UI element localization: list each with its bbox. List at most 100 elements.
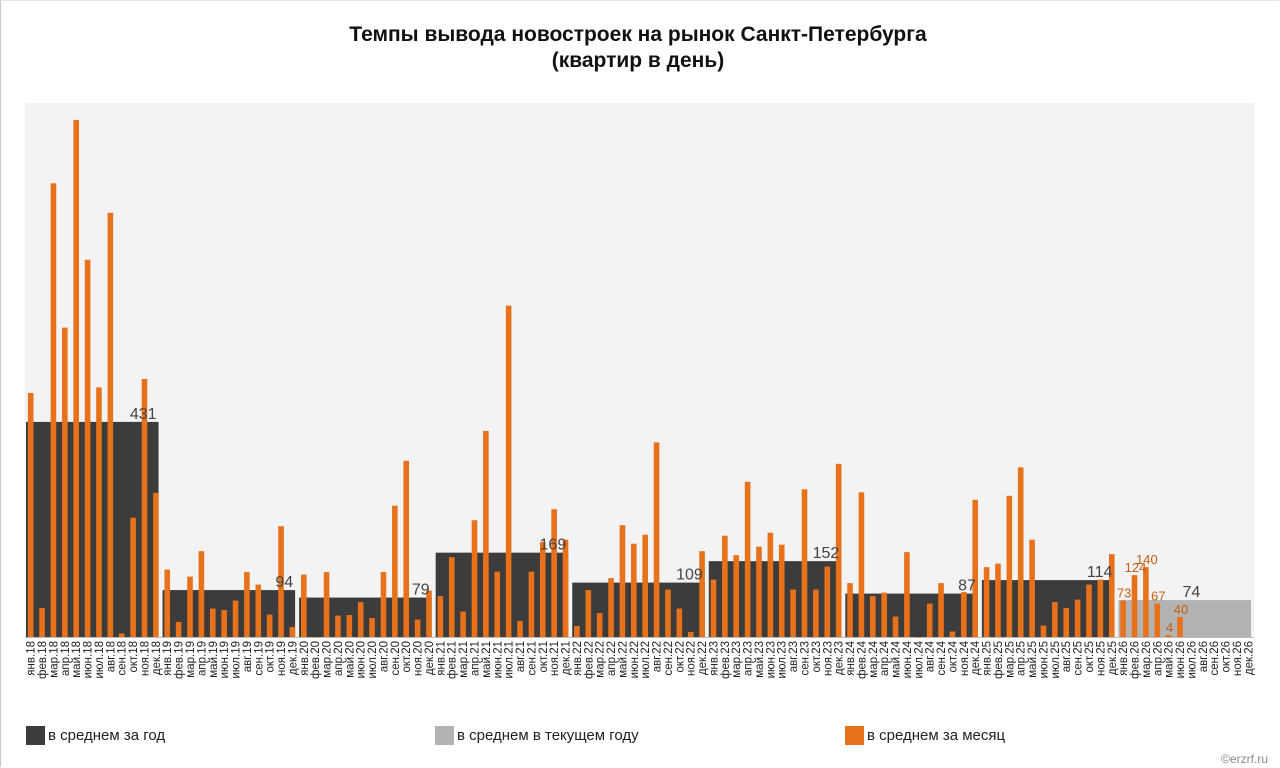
x-tick-label-июн.20: июн.20 [356, 641, 368, 678]
current-year-label-2026: 74 [1182, 584, 1200, 601]
x-tick-label-авг.20: авг.20 [379, 641, 391, 672]
x-tick-label-фев.18: фев.18 [37, 641, 49, 679]
x-tick-label-мар.25: мар.25 [1004, 641, 1016, 678]
annual-label-2021: 169 [540, 537, 567, 554]
monthly-bar-июл.20 [369, 618, 375, 637]
x-tick-label-окт.20: окт.20 [401, 641, 413, 673]
chart-legend: в среднем за год в среднем в текущем год… [0, 724, 1280, 748]
x-tick-label-авг.25: авг.25 [1061, 641, 1073, 672]
x-tick-label-дек.24: дек.24 [970, 640, 982, 675]
plot-background [25, 103, 1254, 637]
monthly-bar-май.21 [483, 430, 489, 637]
x-tick-label-авг.19: авг.19 [242, 641, 254, 672]
monthly-label-апр.26: 67 [1151, 589, 1165, 604]
x-tick-label-авг.23: авг.23 [788, 641, 800, 672]
monthly-bar-сен.24 [938, 583, 944, 637]
x-tick-label-янв.24: янв.24 [845, 640, 857, 675]
monthly-bar-окт.20 [403, 460, 410, 637]
monthly-bar-апр.24 [881, 592, 887, 637]
x-tick-label-сен.22: сен.22 [663, 641, 675, 675]
x-tick-label-сен.26: сен.26 [1209, 641, 1221, 675]
x-tick-label-сен.23: сен.23 [800, 641, 812, 675]
monthly-label-фев.26: 124 [1125, 560, 1147, 575]
monthly-bar-апр.18 [62, 327, 68, 637]
monthly-bar-май.19 [209, 608, 216, 637]
monthly-bar-апр.20 [335, 615, 341, 637]
x-tick-label-янв.23: янв.23 [709, 641, 721, 676]
x-tick-label-ноя.21: ноя.21 [549, 641, 561, 676]
x-tick-label-мар.18: мар.18 [48, 641, 60, 678]
x-tick-label-апр.24: апр.24 [879, 640, 891, 676]
x-tick-label-май.22: май.22 [617, 641, 629, 678]
chart-title-line-1: Темпы вывода новостроек на рынок Санкт-П… [349, 23, 927, 46]
annual-bar-2024 [845, 593, 978, 637]
monthly-bar-янв.18 [27, 392, 34, 637]
monthly-bar-мар.26 [1143, 567, 1149, 637]
monthly-bar-май.25 [1029, 539, 1035, 637]
annual-bar-2022 [572, 582, 705, 637]
x-tick-label-дек.18: дек.18 [151, 641, 163, 675]
x-tick-label-май.18: май.18 [71, 641, 83, 678]
annual-label-2024: 87 [958, 578, 976, 595]
annual-bar-2020 [299, 597, 432, 637]
x-tick-label-фев.20: фев.20 [310, 641, 322, 679]
monthly-bar-мар.25 [1006, 495, 1013, 637]
x-tick-label-авг.24: авг.24 [925, 640, 937, 672]
x-tick-label-июл.25: июл.25 [1050, 641, 1062, 679]
current-year-bar-2026 [1118, 600, 1251, 637]
x-tick-label-апр.26: апр.26 [1152, 641, 1164, 676]
monthly-bar-окт.19 [266, 614, 273, 637]
monthly-bar-июн.22 [631, 543, 637, 637]
x-tick-label-мар.21: мар.21 [458, 641, 470, 678]
monthly-bar-июн.25 [1040, 625, 1047, 637]
monthly-bar-июл.19 [232, 600, 239, 637]
x-tick-label-сен.24: сен.24 [936, 640, 948, 675]
monthly-bar-май.23 [756, 546, 762, 637]
monthly-bar-ноя.22 [687, 632, 694, 637]
annual-bar-2023 [708, 561, 842, 637]
monthly-bar-янв.24 [847, 583, 853, 637]
legend-label-current-year: в среднем в текущем году [457, 727, 639, 744]
x-tick-label-фев.19: фев.19 [174, 641, 186, 679]
monthly-bar-июн.24 [904, 552, 910, 637]
monthly-bar-фев.24 [858, 492, 865, 637]
monthly-bar-дек.23 [835, 463, 842, 637]
x-tick-label-июл.19: июл.19 [231, 641, 243, 679]
monthly-bar-авг.21 [517, 621, 523, 637]
monthly-bar-дек.21 [562, 539, 569, 637]
x-tick-label-дек.22: дек.22 [697, 641, 709, 675]
monthly-bar-май.20 [346, 615, 353, 637]
monthly-bar-окт.18 [130, 517, 136, 637]
monthly-bar-мар.19 [187, 576, 193, 637]
x-tick-label-сен.25: сен.25 [1073, 641, 1085, 675]
x-tick-label-июн.22: июн.22 [629, 641, 641, 678]
x-tick-label-мар.20: мар.20 [322, 641, 334, 678]
annual-label-2019: 94 [275, 574, 293, 591]
monthly-bar-окт.24 [949, 631, 956, 637]
monthly-bar-сен.23 [801, 489, 808, 637]
x-tick-label-июн.18: июн.18 [83, 641, 95, 678]
monthly-bar-июн.19 [221, 610, 227, 637]
monthly-bar-сен.22 [665, 589, 671, 637]
x-tick-label-май.23: май.23 [754, 641, 766, 678]
x-tick-label-май.20: май.20 [344, 641, 356, 678]
monthly-bar-сен.20 [392, 505, 398, 637]
monthly-bar-фев.18 [39, 608, 45, 637]
x-tick-label-окт.19: окт.19 [265, 641, 277, 673]
monthly-bar-авг.25 [1063, 608, 1070, 637]
x-tick-label-май.24: май.24 [891, 640, 903, 677]
monthly-bar-янв.22 [574, 626, 580, 637]
monthly-bar-июн.21 [494, 571, 501, 637]
monthly-bar-июн.23 [767, 532, 774, 637]
monthly-bar-фев.21 [448, 557, 455, 637]
monthly-label-мар.26: 140 [1136, 552, 1158, 567]
x-tick-label-июл.24: июл.24 [913, 640, 925, 678]
monthly-bar-фев.19 [175, 622, 182, 637]
x-tick-label-дек.20: дек.20 [424, 641, 436, 675]
x-tick-label-фев.21: фев.21 [447, 641, 459, 679]
monthly-bar-мар.23 [733, 555, 740, 637]
monthly-bar-апр.26 [1154, 603, 1161, 637]
x-tick-label-окт.18: окт.18 [128, 641, 140, 673]
monthly-bar-авг.23 [790, 589, 796, 637]
x-tick-label-авг.22: авг.22 [652, 641, 664, 672]
